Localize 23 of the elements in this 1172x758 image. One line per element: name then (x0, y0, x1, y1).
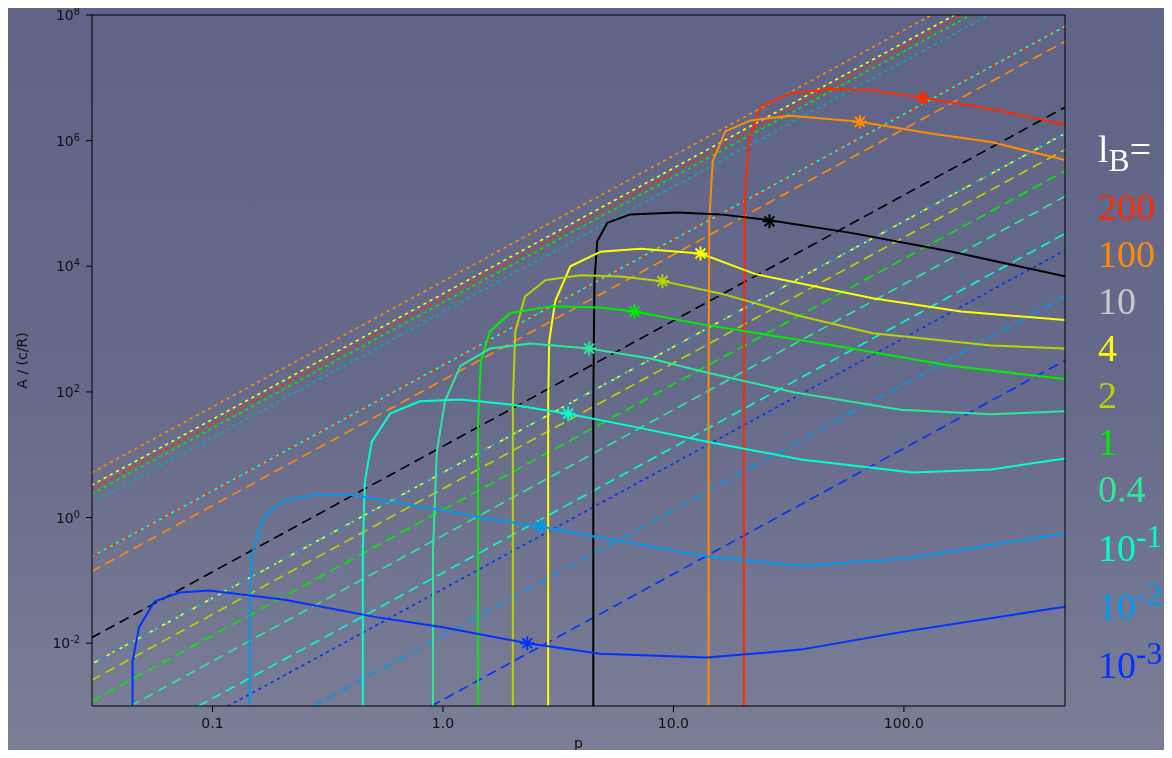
series-label: 1 (1098, 419, 1118, 465)
series-label: 200 (1098, 184, 1156, 230)
series-label: 4 (1098, 325, 1118, 371)
series-label: 10 (1098, 278, 1137, 324)
series-label: 0.4 (1098, 466, 1147, 512)
x-tick-label: 1.0 (431, 715, 455, 731)
y-tick-label: 10$^{2}$ (55, 382, 80, 400)
series-label: 10$^{-1}$ (1098, 517, 1163, 571)
x-tick-label: 100.0 (883, 715, 924, 731)
legend-title: l$_{B}$= (1098, 127, 1153, 180)
x-axis-title: p (574, 735, 584, 751)
y-tick-label: 10$^{4}$ (55, 256, 80, 275)
series-label: 10$^{-2}$ (1098, 576, 1163, 629)
y-tick-label: 10$^{6}$ (55, 131, 80, 149)
y-tick-label: 10$^{8}$ (55, 5, 80, 23)
x-tick-label: 10.0 (657, 715, 690, 731)
text: 100 (1098, 231, 1156, 277)
series-label: 10$^{-3}$ (1098, 634, 1163, 688)
y-tick-label: 10$^{0}$ (55, 508, 80, 526)
y-axis-title: A / (c/R) (13, 332, 30, 389)
y-tick-label: 10$^{-2}$ (52, 633, 80, 652)
series-label: 2 (1098, 372, 1118, 418)
x-tick-label: 0.1 (201, 715, 224, 731)
